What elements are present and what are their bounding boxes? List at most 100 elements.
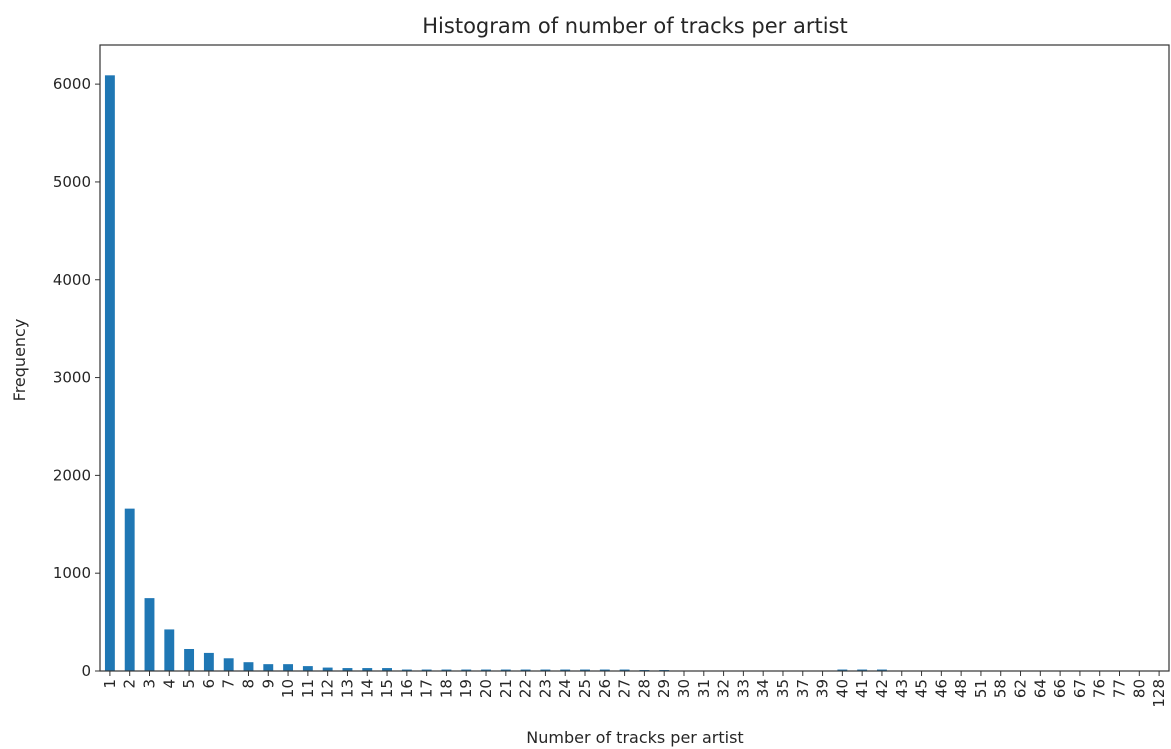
bar-17 [421,669,432,671]
bar-7 [223,658,234,671]
x-tick-label: 26 [596,679,614,698]
x-tick-label: 67 [1071,679,1089,698]
x-tick-label: 5 [180,679,198,689]
bar-series [104,75,1165,671]
bar-8 [243,662,254,671]
x-tick-label: 12 [319,679,337,698]
bar-10 [283,664,294,671]
bar-1 [104,75,115,671]
x-tick-label: 35 [774,679,792,698]
x-tick-label: 64 [1031,679,1049,698]
y-axis-ticks: 0 1000 2000 3000 4000 5000 6000 [53,75,100,680]
x-tick-label: 40 [833,679,851,698]
y-tick-label: 4000 [53,271,91,289]
x-axis-label: Number of tracks per artist [526,728,743,747]
bar-20 [481,669,491,671]
bar-40 [837,669,848,671]
bar-9 [263,664,274,671]
bar-2 [124,508,135,671]
x-tick-label: 48 [952,679,970,698]
bar-27 [619,669,630,671]
x-tick-label: 58 [992,679,1010,698]
x-tick-label: 42 [873,679,891,698]
x-tick-label: 7 [220,679,238,689]
x-tick-label: 15 [378,679,396,698]
x-tick-label: 2 [121,679,139,689]
x-tick-label: 8 [239,679,257,689]
x-tick-label: 80 [1130,679,1148,698]
x-tick-label: 21 [497,679,515,698]
y-tick-label: 0 [81,662,91,680]
bar-24 [560,669,571,671]
bar-42 [877,669,887,671]
x-tick-label: 9 [259,679,277,689]
bar-12 [322,667,333,671]
x-tick-label: 45 [913,679,931,698]
x-tick-label: 18 [437,679,455,698]
bar-21 [500,669,511,671]
x-tick-label: 4 [160,679,178,689]
bar-11 [302,666,313,671]
bar-16 [401,669,412,671]
bar-6 [203,652,214,671]
x-tick-label: 10 [279,679,297,698]
x-tick-label: 32 [715,679,733,698]
x-tick-label: 43 [893,679,911,698]
x-tick-label: 14 [358,679,376,698]
x-tick-label: 19 [457,679,475,698]
bar-4 [164,629,175,671]
x-tick-label: 128 [1150,679,1168,708]
x-tick-label: 28 [635,679,653,698]
bar-18 [441,669,452,671]
chart-title: Histogram of number of tracks per artist [422,14,847,38]
x-tick-label: 33 [734,679,752,698]
y-axis-label: Frequency [10,319,29,402]
x-tick-label: 46 [932,679,950,698]
x-tick-label: 66 [1051,679,1069,698]
x-tick-label: 1 [101,679,119,689]
bar-14 [362,668,373,671]
bar-26 [599,669,610,671]
bar-41 [857,669,868,671]
x-tick-label: 13 [338,679,356,698]
y-tick-label: 6000 [53,75,91,93]
bar-19 [461,669,472,671]
x-tick-label: 6 [200,679,218,689]
x-tick-label: 17 [418,679,436,698]
x-tick-label: 31 [695,679,713,698]
x-tick-label: 29 [655,679,673,698]
x-tick-label: 25 [576,679,594,698]
bar-15 [382,668,392,671]
x-tick-label: 77 [1111,679,1129,698]
x-tick-label: 30 [675,679,693,698]
x-tick-label: 24 [556,679,574,698]
x-tick-label: 22 [517,679,535,698]
bar-5 [184,648,195,671]
plot-area-frame [99,44,1170,672]
x-tick-label: 62 [1012,679,1030,698]
bar-3 [144,598,155,671]
x-tick-label: 23 [536,679,554,698]
x-tick-label: 20 [477,679,495,698]
x-axis-ticks: 1 2 3 4 5 6 7 8 9 10 11 12 13 14 15 16 17 18 19 20 21 22 23 24 2… [101,671,1168,708]
y-tick-label: 3000 [53,369,91,387]
x-tick-label: 51 [972,679,990,698]
x-tick-label: 39 [814,679,832,698]
x-tick-label: 11 [299,679,317,698]
x-tick-label: 3 [140,679,158,689]
x-tick-label: 27 [616,679,634,698]
bar-25 [580,669,590,671]
y-tick-label: 1000 [53,564,91,582]
x-tick-label: 41 [853,679,871,698]
bar-23 [540,669,551,671]
bar-13 [342,668,353,671]
bar-22 [520,669,531,671]
x-tick-label: 16 [398,679,416,698]
y-tick-label: 2000 [53,466,91,484]
x-tick-label: 37 [794,679,812,698]
x-tick-label: 34 [754,679,772,698]
x-tick-label: 76 [1091,679,1109,698]
y-tick-label: 5000 [53,173,91,191]
